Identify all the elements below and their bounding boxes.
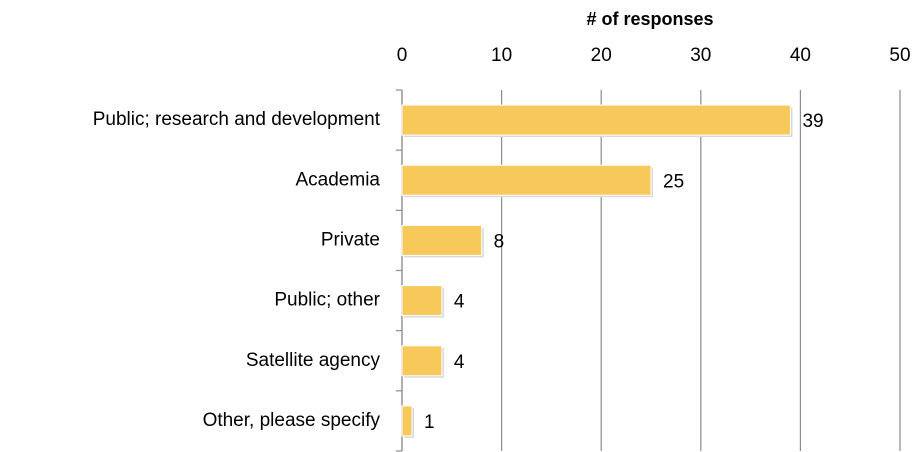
x-tick-label: 50 [889, 45, 910, 66]
y-tick-label: Public; research and development [93, 109, 381, 130]
x-tick-label: 10 [491, 45, 512, 66]
axis-title: # of responses [586, 9, 713, 29]
y-tick-label: Private [321, 229, 380, 250]
x-tick-label: 0 [397, 45, 408, 66]
y-tick-label: Public; other [274, 290, 380, 311]
y-tick-label: Satellite agency [246, 350, 381, 371]
bar [401, 224, 483, 256]
data-label: 8 [494, 231, 505, 252]
data-label: 1 [424, 412, 435, 433]
bar [401, 345, 443, 377]
bar [401, 104, 791, 136]
bar [401, 164, 652, 196]
bar [401, 405, 413, 437]
x-tick-label: 40 [790, 45, 811, 66]
data-label: 39 [802, 111, 823, 132]
data-label: 4 [454, 292, 465, 313]
y-tick-label: Other, please specify [203, 410, 381, 431]
bar [401, 285, 443, 317]
x-tick-label: 30 [690, 45, 711, 66]
data-label: 25 [663, 171, 684, 192]
x-tick-label: 20 [591, 45, 612, 66]
y-tick-label: Academia [296, 169, 381, 190]
data-label: 4 [454, 352, 465, 373]
